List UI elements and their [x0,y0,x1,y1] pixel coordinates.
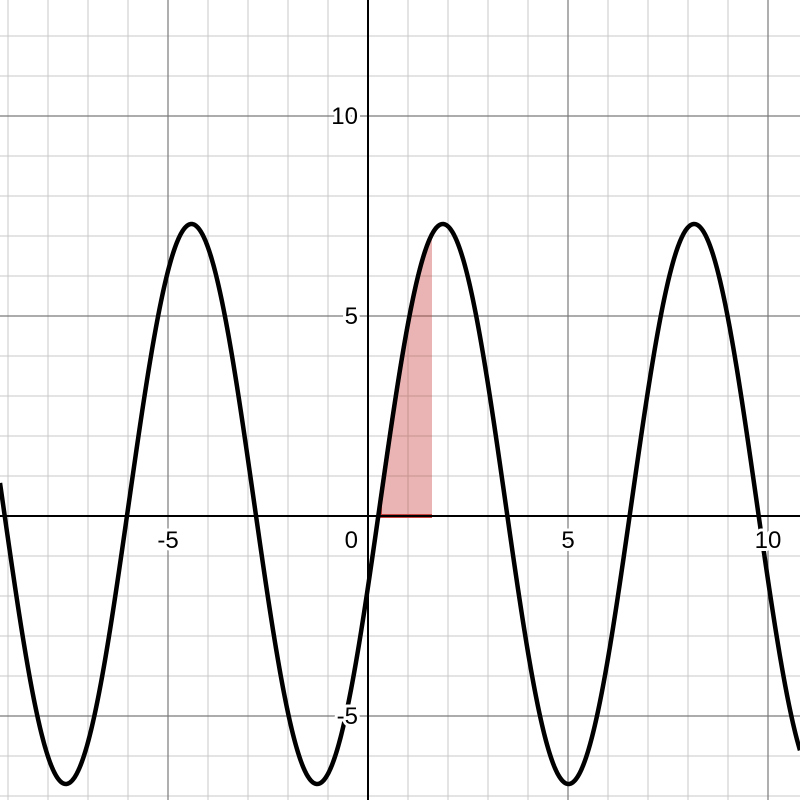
shaded-region-fill [380,234,432,516]
y-tick-label: 10 [331,103,358,130]
sine-curve [0,221,800,787]
x-tick-label: 10 [755,527,782,554]
x-tick-label: 5 [561,527,574,554]
curve-layer [0,221,800,787]
tick-labels: -5 5 10 -5 5 10 0 [154,100,784,733]
origin-label: 0 [345,527,358,554]
y-tick-label: -5 [337,703,358,730]
x-tick-label: -5 [157,527,178,554]
y-tick-label: 5 [345,303,358,330]
